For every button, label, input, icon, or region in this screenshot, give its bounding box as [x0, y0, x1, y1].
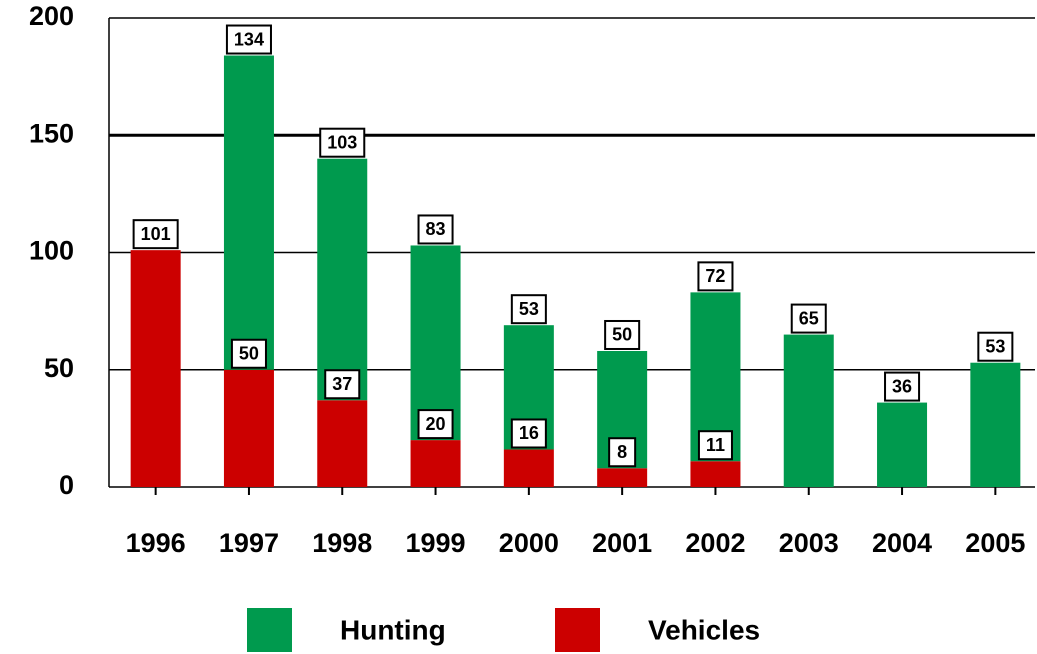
- data-label-box: [319, 127, 366, 158]
- bar-segment: [223, 55, 274, 370]
- bar-segment: [877, 402, 928, 487]
- bar-segment: [597, 468, 648, 487]
- y-tick-label: 0: [59, 470, 74, 500]
- bar-segment: [970, 362, 1021, 487]
- legend-swatch: [555, 608, 600, 652]
- data-label-box: [417, 409, 454, 440]
- data-label-box: [977, 331, 1014, 362]
- bar-segment: [783, 334, 834, 487]
- data-label-box: [510, 418, 547, 449]
- bar-segment: [503, 449, 554, 487]
- data-label-box: [510, 294, 547, 325]
- data-label-text: 36: [892, 376, 912, 396]
- data-label-text: 72: [705, 266, 725, 286]
- y-tick-label: 200: [29, 1, 74, 31]
- data-label-text: 53: [985, 336, 1005, 356]
- data-label-box: [697, 430, 733, 461]
- bar-segment: [410, 440, 461, 487]
- bar-segment: [223, 369, 274, 487]
- x-tick-label: 1999: [406, 528, 466, 558]
- bar-segment: [690, 461, 741, 487]
- x-tick-label: 1997: [219, 528, 279, 558]
- data-label-box: [230, 338, 267, 369]
- data-label-box: [604, 319, 641, 350]
- x-tick-label: 1998: [312, 528, 372, 558]
- data-label-box: [608, 437, 637, 468]
- bar-segment: [317, 400, 368, 487]
- data-label-text: 8: [617, 442, 627, 462]
- y-tick-label: 50: [44, 353, 74, 383]
- data-label-text: 50: [612, 325, 632, 345]
- y-tick-label: 150: [29, 118, 74, 148]
- data-label-text: 134: [234, 29, 264, 49]
- data-label-text: 20: [426, 414, 446, 434]
- data-label-box: [324, 369, 361, 400]
- x-tick-label: 2001: [592, 528, 652, 558]
- data-label-text: 16: [519, 423, 539, 443]
- data-label-box: [417, 214, 454, 245]
- x-tick-label: 2003: [779, 528, 839, 558]
- bar-segment: [130, 250, 181, 487]
- x-tick-label: 2000: [499, 528, 559, 558]
- data-label-text: 53: [519, 299, 539, 319]
- data-label-box: [132, 219, 179, 250]
- data-label-text: 103: [327, 132, 357, 152]
- x-tick-label: 2004: [872, 528, 932, 558]
- legend-label: Vehicles: [648, 614, 760, 645]
- data-label-box: [884, 371, 921, 402]
- data-label-text: 101: [141, 224, 171, 244]
- bar-segment: [317, 158, 368, 401]
- legend-label: Hunting: [340, 614, 446, 645]
- x-tick-label: 2002: [685, 528, 745, 558]
- legend-swatch: [247, 608, 292, 652]
- data-label-box: [697, 261, 734, 292]
- data-label-text: 11: [706, 435, 725, 455]
- x-tick-label: 2005: [965, 528, 1025, 558]
- y-tick-label: 100: [29, 236, 74, 266]
- bar-segment: [410, 245, 461, 441]
- data-label-text: 50: [239, 344, 259, 364]
- data-label-box: [225, 24, 272, 55]
- data-label-box: [790, 303, 827, 334]
- data-label-text: 65: [799, 308, 819, 328]
- data-label-text: 83: [426, 219, 446, 239]
- data-label-text: 37: [332, 374, 352, 394]
- x-tick-label: 1996: [126, 528, 186, 558]
